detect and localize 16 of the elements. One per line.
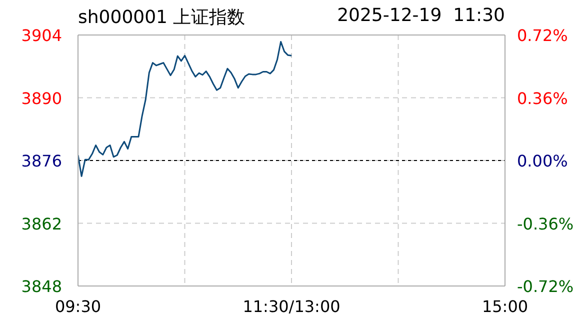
chart-title: sh000001 上证指数 xyxy=(78,6,246,29)
y2-tick-label: 0.00% xyxy=(517,152,568,170)
y-tick-label: 3848 xyxy=(21,277,62,296)
x-tick-label: 11:30/13:00 xyxy=(242,297,340,316)
chart-subtitle: 2025-12-19 11:30 xyxy=(337,5,505,26)
y-tick-label: 3862 xyxy=(21,214,62,234)
y2-tick-label: -0.36% xyxy=(517,214,574,234)
y-tick-label: 3890 xyxy=(21,88,62,108)
x-tick-label: 15:00 xyxy=(482,297,528,316)
x-tick-label: 09:30 xyxy=(54,297,102,316)
y2-tick-label: 0.36% xyxy=(517,88,568,108)
y2-tick-label: -0.72% xyxy=(517,277,574,296)
y-tick-label: 3876 xyxy=(21,152,62,170)
y-tick-label: 3904 xyxy=(21,26,62,45)
line-series xyxy=(78,40,292,177)
y2-tick-label: 0.72% xyxy=(517,26,568,45)
